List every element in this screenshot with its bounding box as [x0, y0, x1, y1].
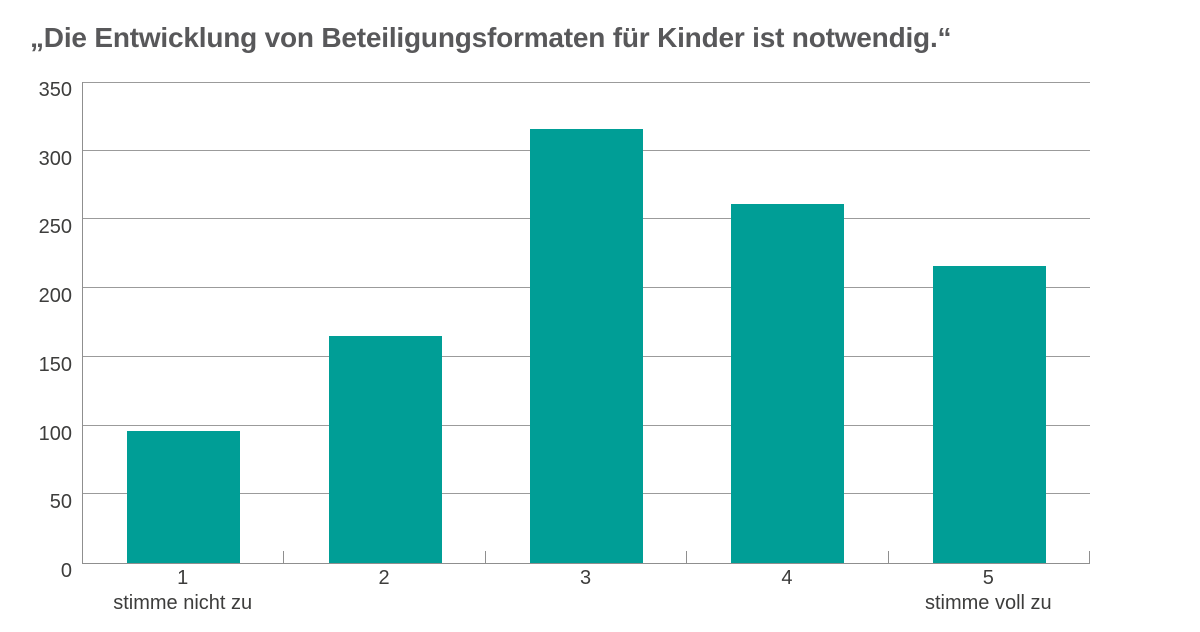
x-axis-labels: 1 stimme nicht zu 2 3 4 5 stimme voll zu: [82, 567, 1089, 627]
y-axis-label-350: 350: [38, 79, 72, 101]
x-axis-label-4: 4: [781, 567, 792, 589]
bar-category-3: [530, 129, 643, 563]
bar-category-1: [127, 431, 240, 563]
x-axis-label-value-1: 1: [177, 567, 189, 589]
x-axis-label-value-3: 3: [579, 567, 592, 589]
x-axis-tick-4: [888, 551, 889, 563]
y-axis-label-250: 250: [38, 216, 72, 238]
x-axis-tick-5: [1089, 551, 1090, 563]
x-axis-tick-1: [283, 551, 284, 563]
x-axis-label-1: 1 stimme nicht zu: [113, 567, 252, 614]
y-axis-labels: 0 50 100 150 200 250 300 350: [0, 79, 72, 581]
bar-category-5: [933, 266, 1046, 563]
x-axis-label-value-2: 2: [378, 567, 390, 589]
plot-area: [82, 82, 1090, 564]
y-axis-label-300: 300: [38, 148, 72, 170]
x-axis-sublabel-5: stimme voll zu: [924, 592, 1052, 614]
x-axis-label-5: 5 stimme voll zu: [925, 567, 1052, 614]
gridline-350: [83, 82, 1090, 83]
x-axis-tick-2: [485, 551, 486, 563]
x-axis-tick-3: [686, 551, 687, 563]
bar-category-4: [731, 204, 844, 563]
y-axis-label-50: 50: [49, 491, 72, 513]
x-axis-label-2: 2: [379, 567, 390, 589]
y-axis-label-100: 100: [38, 423, 72, 445]
x-axis-label-3: 3: [580, 567, 591, 589]
x-axis-label-value-4: 4: [781, 567, 793, 589]
y-axis-label-200: 200: [38, 285, 72, 307]
y-axis-label-0: 0: [60, 560, 72, 582]
y-axis-label-150: 150: [38, 354, 72, 376]
x-axis-sublabel-1: stimme nicht zu: [113, 592, 253, 614]
x-axis-label-value-5: 5: [982, 567, 994, 589]
chart-title: „Die Entwicklung von Beteiligungsformate…: [30, 22, 952, 53]
bar-category-2: [329, 336, 442, 563]
